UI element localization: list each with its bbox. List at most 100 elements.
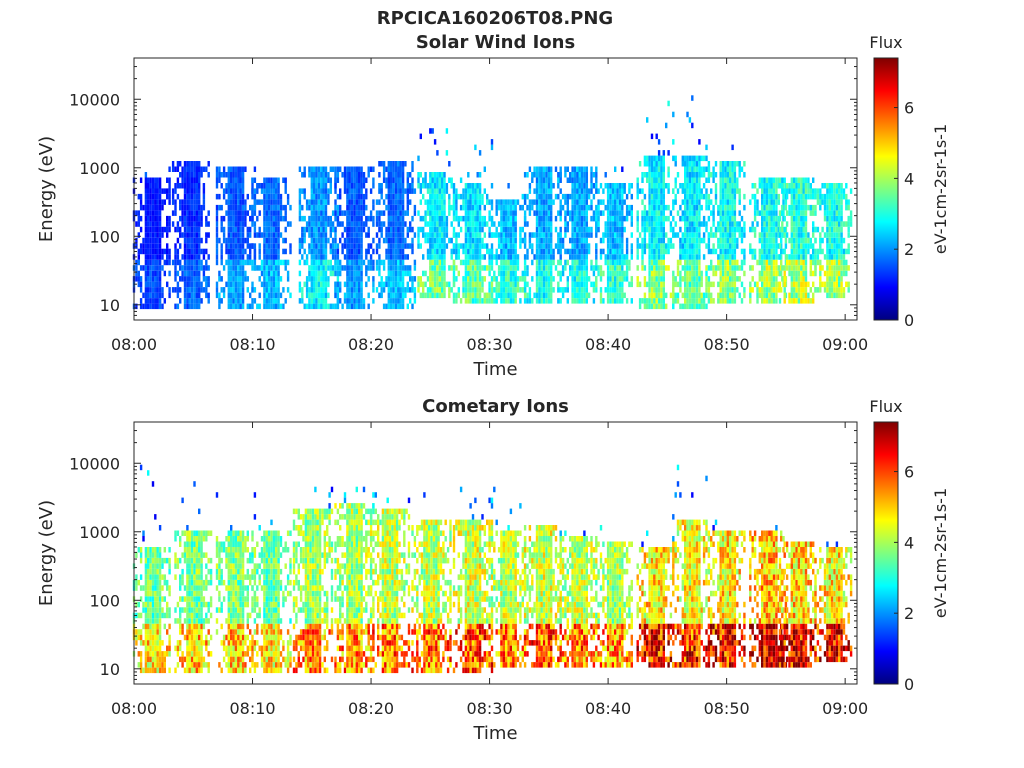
flux-cell [587,188,591,194]
flux-cell [514,215,517,222]
flux-cell [604,287,607,293]
flux-cell [606,188,610,194]
flux-cell [433,204,437,211]
flux-cell [353,204,356,211]
flux-cell [336,215,340,222]
flux-cell [761,237,764,244]
flux-cell [174,276,177,282]
flux-cell [137,259,140,266]
flux-cell [227,210,230,216]
flux-cell [424,281,427,288]
flux-cell [705,155,708,162]
flux-cell [232,199,235,205]
flux-cell [422,232,425,238]
flux-cell [512,265,515,271]
flux-cell [232,303,235,310]
flux-cell [450,204,453,211]
flux-cell [275,243,278,249]
flux-cell [628,183,631,189]
flux-cell [576,270,579,277]
flux-cell [455,237,458,244]
flux-cell [176,259,180,266]
flux-cell [665,248,668,255]
flux-cell [540,193,543,200]
flux-cell [397,281,400,288]
flux-cell [207,298,210,304]
flux-cell [367,172,370,178]
flux-cell [775,265,778,271]
flux-cell [583,172,586,178]
flux-cell [571,183,574,189]
flux-cell [698,292,701,299]
flux-cell [616,188,619,194]
flux-cell [557,298,560,304]
flux-cell [298,188,302,194]
flux-cell [315,254,318,260]
flux-cell [535,298,539,304]
flux-cell [149,287,152,293]
flux-cell [355,210,358,216]
flux-cell [686,287,689,293]
flux-cell [597,199,600,205]
flux-cell [305,221,309,227]
flux-cell [401,188,405,194]
flux-cell [462,259,465,266]
flux-cell [431,281,434,288]
flux-cell [790,265,793,271]
flux-cell [390,183,393,189]
flux-cell [700,281,703,288]
flux-cell [595,276,598,282]
flux-cell [422,281,425,288]
flux-cell [609,210,612,216]
flux-cell [578,177,581,183]
flux-cell [698,172,701,178]
flux-cell [239,199,242,205]
flux-cell [137,276,140,282]
flux-cell [657,276,661,282]
flux-cell [768,193,771,200]
flux-cell [636,210,639,216]
flux-cell [609,287,612,293]
flux-cell [614,204,617,211]
flux-cell [693,292,696,299]
flux-cell [464,292,468,299]
flux-cell [392,188,395,194]
flux-cell [469,243,472,249]
flux-cell [707,166,711,172]
flux-cell [378,243,381,249]
flux-cell [168,287,171,293]
flux-cell [707,248,711,255]
flux-cell [200,172,203,178]
flux-cell [653,210,656,216]
flux-cell [775,287,778,293]
flux-cell [545,226,548,233]
flux-cell [540,232,543,238]
flux-cell [317,226,321,233]
flux-cell [540,210,543,216]
flux-cell [222,166,226,172]
flux-cell [731,177,734,183]
flux-cell [392,215,395,222]
flux-cell [512,243,515,249]
flux-cell [650,215,654,222]
flux-cell [441,172,444,178]
flux-cell [559,172,562,178]
flux-cell [195,193,198,200]
flux-cell [277,259,280,266]
flux-cell [399,270,402,277]
flux-cell [688,232,692,238]
flux-cell [315,183,318,189]
flux-cell [729,237,732,244]
flux-cell [736,237,739,244]
flux-cell [218,292,221,299]
flux-cell [535,193,539,200]
flux-cell [643,303,647,310]
flux-cell [246,210,249,216]
flux-cell [648,276,651,282]
flux-cell [313,210,316,216]
flux-cell [733,237,737,244]
flux-cell [244,210,247,216]
flux-cell [483,215,486,222]
flux-cell [474,215,477,222]
flux-cell [190,232,194,238]
